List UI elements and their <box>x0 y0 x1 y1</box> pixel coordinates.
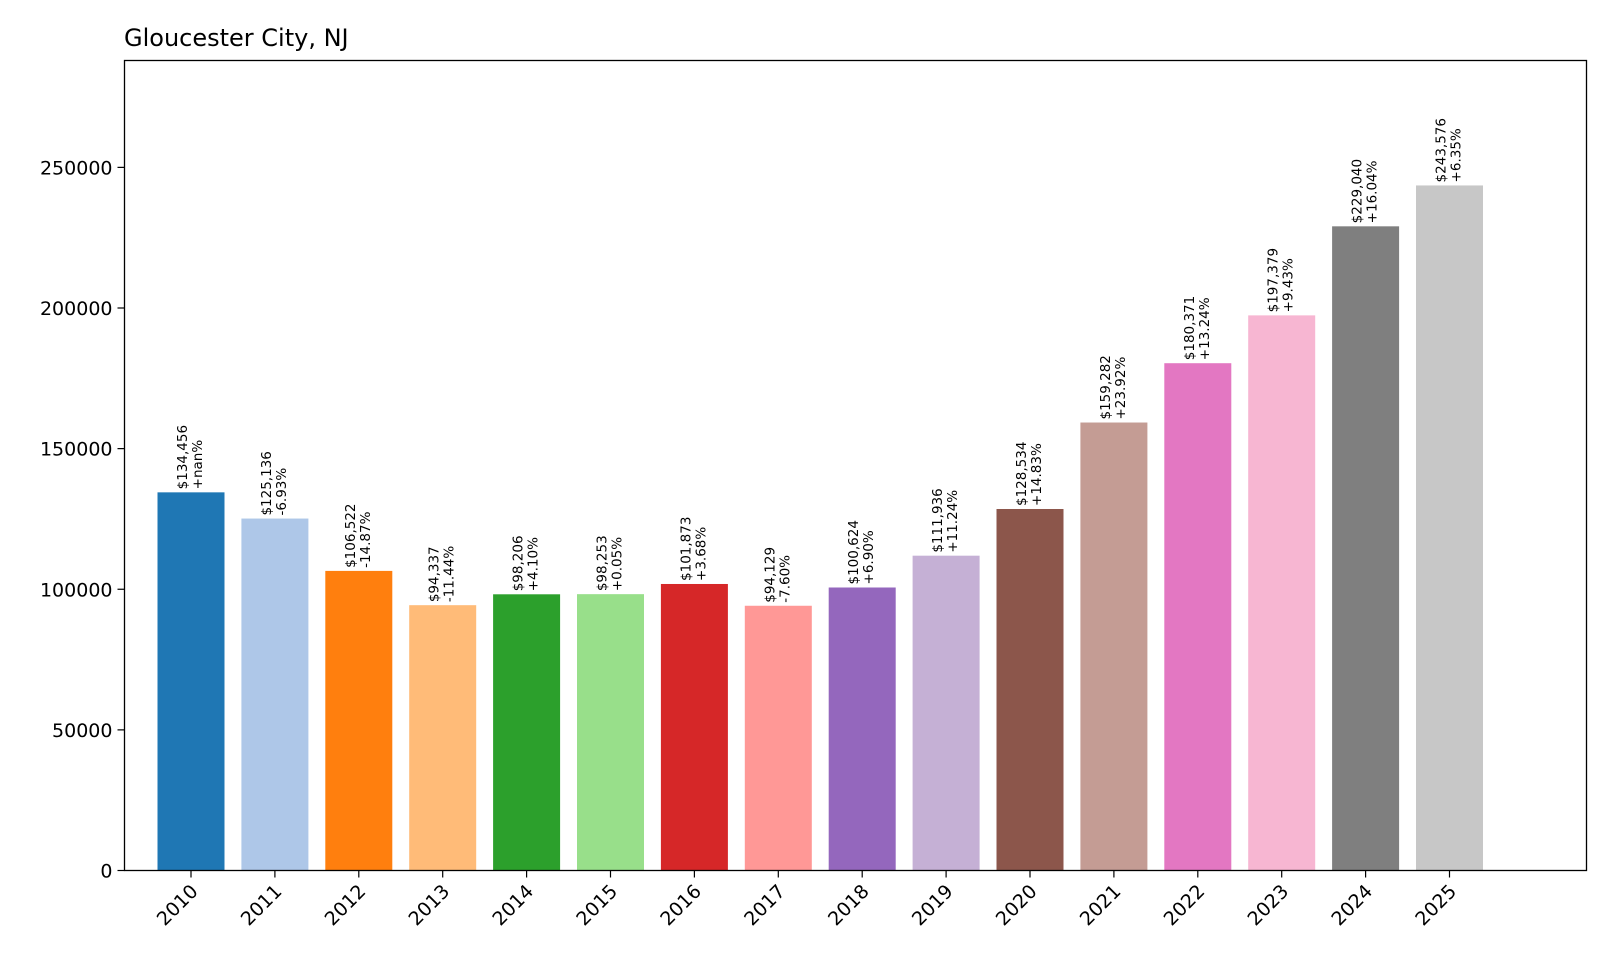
x-tick-label-2017: 2017 <box>740 880 790 930</box>
x-tick-label-2025: 2025 <box>1411 880 1461 930</box>
bar-2013 <box>409 605 477 871</box>
bar-value-label-2015: $98,253+0.05% <box>595 535 626 591</box>
bar-2012 <box>325 570 393 871</box>
bar-value-label-2022: $180,371+13.24% <box>1182 296 1213 360</box>
bars-group <box>157 185 1483 871</box>
y-tick-label-150000: 150000 <box>40 439 113 461</box>
x-tick-label-2018: 2018 <box>824 880 874 930</box>
bar-value-label-2025: $243,576+6.35% <box>1434 118 1465 182</box>
bar-2011 <box>241 518 309 871</box>
x-tick-label-2011: 2011 <box>237 880 287 930</box>
bar-2021 <box>1080 422 1148 871</box>
x-tick-label-2020: 2020 <box>992 880 1042 930</box>
x-tick-label-2012: 2012 <box>321 880 371 930</box>
bar-value-label-2011: $125,136-6.93% <box>259 451 290 515</box>
x-tick-label-2021: 2021 <box>1076 880 1126 930</box>
bar-2016 <box>660 583 728 871</box>
bar-2022 <box>1164 363 1232 871</box>
bar-2017 <box>744 605 812 871</box>
x-tick-label-2024: 2024 <box>1327 880 1377 930</box>
y-tick-label-100000: 100000 <box>40 579 113 601</box>
chart-title: Gloucester City, NJ <box>124 24 349 52</box>
bar-labels-group: $134,456+nan% $125,136-6.93% $106,522-14.8… <box>175 118 1465 603</box>
y-axis: 0 50000 100000 150000 200000 250000 <box>40 157 125 883</box>
bar-value-label-2012: $106,522-14.87% <box>343 503 374 567</box>
bar-value-label-2024: $229,040+16.04% <box>1350 159 1381 223</box>
bar-value-label-2014: $98,206+4.10% <box>511 535 542 591</box>
bar-value-label-2017: $94,129-7.60% <box>762 547 793 603</box>
bar-value-label-2016: $101,873+3.68% <box>678 517 709 581</box>
y-tick-label-50000: 50000 <box>52 720 112 742</box>
bar-value-label-2010: $134,456+nan% <box>175 425 206 489</box>
bar-value-label-2019: $111,936+11.24% <box>930 488 961 552</box>
bar-2019 <box>912 555 980 871</box>
bar-2015 <box>577 594 644 871</box>
bar-2023 <box>1248 315 1316 871</box>
bar-value-label-2013: $94,337-11.44% <box>427 546 458 603</box>
x-tick-label-2013: 2013 <box>404 880 454 930</box>
bar-value-label-2021: $159,282+23.92% <box>1098 355 1129 419</box>
bar-2024 <box>1332 226 1400 871</box>
bar-value-label-2023: $197,379+9.43% <box>1266 248 1297 312</box>
y-tick-label-0: 0 <box>100 861 112 883</box>
x-tick-label-2014: 2014 <box>488 880 538 930</box>
plot-frame <box>123 59 1588 872</box>
bar-2018 <box>828 587 896 871</box>
bar-2014 <box>493 594 561 871</box>
x-tick-label-2015: 2015 <box>572 880 622 930</box>
x-tick-label-2022: 2022 <box>1160 880 1210 930</box>
bar-2020 <box>996 508 1064 871</box>
x-tick-label-2016: 2016 <box>656 880 706 930</box>
bar-2010 <box>157 492 225 871</box>
bar-value-label-2018: $100,624+6.90% <box>846 520 877 584</box>
y-tick-label-250000: 250000 <box>40 157 113 179</box>
y-tick-label-200000: 200000 <box>40 298 113 320</box>
x-tick-label-2023: 2023 <box>1243 880 1293 930</box>
x-tick-label-2010: 2010 <box>153 880 203 930</box>
bar-value-label-2020: $128,534+14.83% <box>1014 442 1045 506</box>
x-axis: 2010 2011 2012 2013 2014 2015 2016 2017 2018 2019… <box>153 870 1461 930</box>
x-tick-label-2019: 2019 <box>908 880 958 930</box>
bar-2025 <box>1416 185 1483 871</box>
